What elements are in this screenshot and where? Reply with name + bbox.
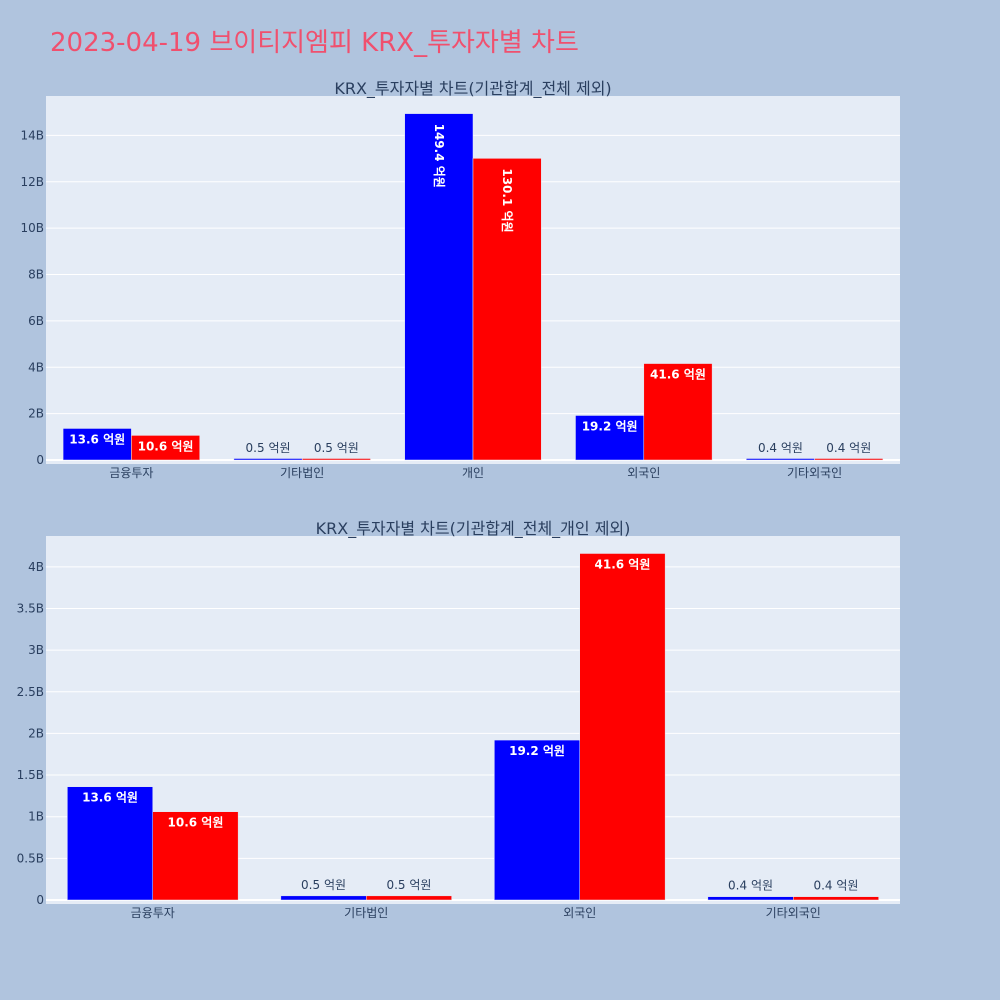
- data-label: 13.6 억원: [69, 432, 125, 446]
- chart-title: KRX_투자자별 차트(기관합계_전체_개인 제외): [316, 519, 631, 539]
- x-tick-label: 금융투자: [131, 906, 175, 920]
- data-label: 149.4 억원: [432, 124, 446, 188]
- y-tick-label: 8B: [28, 268, 44, 282]
- bar: [67, 786, 153, 901]
- y-tick-label: 2B: [28, 726, 44, 740]
- y-tick-label: 4B: [28, 560, 44, 574]
- data-label: 0.5 억원: [314, 441, 359, 455]
- bar: [131, 435, 200, 461]
- chart-top: 0 2B 4B 6B 8B 10B 12B 14B KRX_투자자별 차트(기관합계_전체 제외…: [20, 79, 900, 480]
- bar: [152, 811, 239, 901]
- y-tick-label: 6B: [28, 314, 44, 328]
- x-tick-label: 기타법인: [344, 906, 388, 920]
- data-label: 10.6 억원: [138, 439, 194, 453]
- data-label: 41.6 억원: [650, 368, 706, 382]
- y-tick-label: 0.5B: [17, 851, 44, 865]
- bar: [575, 415, 645, 461]
- bar: [814, 458, 884, 461]
- data-label: 19.2 억원: [582, 419, 638, 433]
- data-label: 10.6 억원: [168, 816, 224, 830]
- bar: [280, 895, 367, 901]
- bar: [366, 895, 452, 901]
- page-title: 2023-04-19 브이티지엠피 KRX_투자자별 차트: [50, 28, 579, 58]
- chart-title: KRX_투자자별 차트(기관합계_전체 제외): [334, 79, 611, 99]
- bar: [472, 158, 542, 461]
- bar: [707, 896, 794, 901]
- y-tick-label: 14B: [20, 128, 44, 142]
- y-tick-label: 0: [36, 453, 44, 467]
- x-tick-label: 기타외국인: [787, 466, 842, 480]
- bar: [404, 113, 474, 461]
- y-tick-label: 1.5B: [17, 768, 44, 782]
- x-tick-label: 기타법인: [280, 466, 324, 480]
- x-tick-label: 외국인: [563, 906, 596, 920]
- bar: [494, 739, 581, 901]
- y-tick-label: 12B: [20, 175, 44, 189]
- bar: [793, 896, 879, 901]
- data-label: 0.5 억원: [386, 878, 431, 892]
- y-tick-label: 2.5B: [17, 685, 44, 699]
- bar: [301, 458, 371, 461]
- y-tick-label: 4B: [28, 360, 44, 374]
- data-label: 0.5 억원: [301, 878, 346, 892]
- y-tick-label: 10B: [20, 221, 44, 235]
- bar: [643, 363, 713, 461]
- data-label: 41.6 억원: [595, 557, 651, 571]
- data-label: 0.4 억원: [813, 879, 858, 893]
- data-label: 13.6 억원: [82, 791, 138, 805]
- data-label: 0.4 억원: [758, 441, 803, 455]
- bar: [62, 428, 132, 461]
- x-tick-label: 금융투자: [109, 466, 153, 480]
- data-label: 0.4 억원: [728, 879, 773, 893]
- y-tick-label: 3.5B: [17, 601, 44, 615]
- bar: [579, 553, 666, 901]
- data-label: 0.4 억원: [826, 441, 871, 455]
- data-label: 19.2 억원: [509, 744, 565, 758]
- y-tick-label: 3B: [28, 643, 44, 657]
- y-tick-label: 1B: [28, 810, 44, 824]
- x-tick-label: 개인: [462, 466, 484, 480]
- x-tick-label: 기타외국인: [766, 906, 821, 920]
- data-label: 0.5 억원: [246, 441, 291, 455]
- y-tick-label: 2B: [28, 407, 44, 421]
- y-tick-label: 0: [36, 893, 44, 907]
- x-tick-label: 외국인: [627, 466, 660, 480]
- data-label: 130.1 억원: [500, 168, 514, 232]
